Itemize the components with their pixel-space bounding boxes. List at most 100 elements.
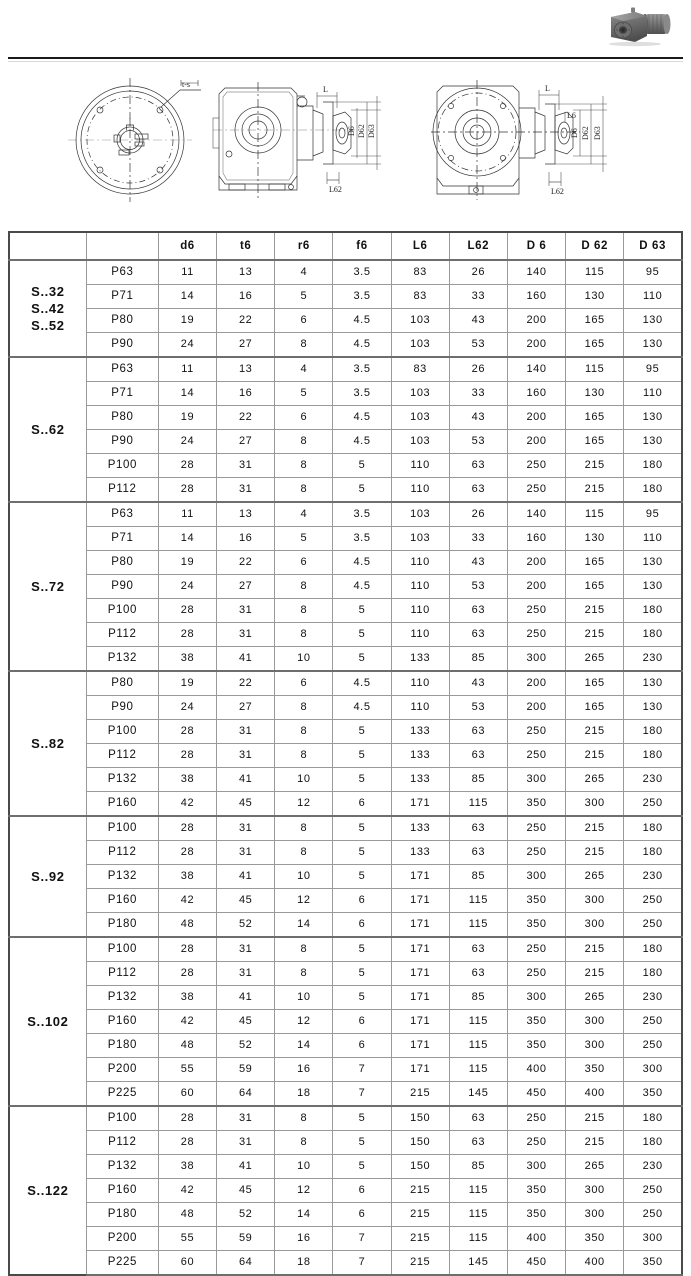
table-row: S..82 P80 19 22 6 4.5 110 43 200 165 130 [8,670,683,817]
value-cell-D62: 115 [565,501,625,527]
value-cell-L6: 133 [390,743,450,768]
value-cell-D6: 450 [506,1250,567,1276]
value-cell-L62: 53 [448,332,508,358]
table-row: P160 42 45 12 6 171 115 350 300 250 [9,1009,683,1034]
value-cell-t6: 41 [216,1154,276,1179]
value-cell-r6: 8 [274,598,334,623]
column-header-L6: L6 [390,231,450,261]
table-header: d6 t6 r6 f6 L6 L62 D 6 D 62 D 63 [8,231,683,261]
table-row: S..122 P100 28 31 8 5 150 63 250 215 180 [8,1105,683,1276]
value-cell-D63: 250 [623,791,683,817]
value-cell-d6: 38 [157,985,218,1010]
group-label: S..102 [27,1014,69,1029]
value-cell-f6: 5 [332,477,392,503]
value-cell-r6: 8 [274,719,334,744]
value-cell-L62: 26 [448,356,508,382]
value-cell-d6: 11 [157,259,218,285]
value-cell-d6: 11 [157,501,218,527]
table-row: P225 60 64 18 7 215 145 450 400 350 [9,1250,683,1276]
value-cell-L6: 133 [390,719,450,744]
value-cell-L62: 33 [448,284,508,309]
value-cell-D62: 350 [565,1057,625,1082]
value-cell-L62: 145 [448,1250,508,1276]
value-cell-D6: 350 [506,1178,567,1203]
value-cell-r6: 8 [274,743,334,768]
value-cell-D62: 400 [565,1081,625,1107]
value-cell-r6: 8 [274,695,334,720]
table-row: P132 38 41 10 5 171 85 300 265 230 [9,864,683,889]
value-cell-L62: 43 [448,550,508,575]
table-row: P71 14 16 5 3.5 103 33 160 130 110 [9,526,683,551]
value-cell-D6: 140 [506,501,567,527]
value-cell-L62: 85 [448,985,508,1010]
column-header-D6: D 6 [506,231,567,261]
value-cell-f6: 3.5 [332,284,392,309]
value-cell-f6: 3.5 [332,259,392,285]
group-label-cell: S..82 [8,670,87,817]
model-cell: P225 [85,1250,159,1276]
value-cell-f6: 6 [332,791,392,817]
value-cell-D62: 165 [565,308,625,333]
value-cell-f6: 7 [332,1081,392,1107]
value-cell-D62: 215 [565,961,625,986]
value-cell-d6: 11 [157,356,218,382]
value-cell-L6: 103 [390,405,450,430]
value-cell-L62: 115 [448,791,508,817]
value-cell-D63: 230 [623,646,683,672]
table-row: S..102 P100 28 31 8 5 171 63 250 215 180 [8,936,683,1107]
value-cell-L62: 43 [448,405,508,430]
value-cell-D63: 250 [623,912,683,938]
group-label: S..42 [31,301,65,316]
model-cell: P100 [85,719,159,744]
model-cell: P71 [85,526,159,551]
dimension-label-L62: L62 [551,187,564,196]
model-cell: P112 [85,622,159,647]
value-cell-d6: 24 [157,332,218,358]
value-cell-f6: 3.5 [332,501,392,527]
value-cell-L6: 103 [390,526,450,551]
value-cell-t6: 59 [216,1226,276,1251]
model-cell: P80 [85,308,159,333]
value-cell-L62: 43 [448,308,508,333]
value-cell-D6: 300 [506,1154,567,1179]
table-row: P71 14 16 5 3.5 83 33 160 130 110 [9,284,683,309]
model-cell: P63 [85,501,159,527]
table-row: P90 24 27 8 4.5 103 53 200 165 130 [9,332,683,358]
value-cell-r6: 4 [274,356,334,382]
value-cell-L6: 171 [390,888,450,913]
value-cell-t6: 45 [216,791,276,817]
value-cell-f6: 6 [332,912,392,938]
value-cell-f6: 5 [332,719,392,744]
value-cell-L62: 85 [448,864,508,889]
table-row: P200 55 59 16 7 171 115 400 350 300 [9,1057,683,1082]
value-cell-D62: 300 [565,888,625,913]
value-cell-f6: 5 [332,622,392,647]
value-cell-D62: 265 [565,1154,625,1179]
value-cell-d6: 48 [157,1202,218,1227]
value-cell-L6: 171 [390,1057,450,1082]
value-cell-f6: 5 [332,646,392,672]
gearbox-side-view-square-flange-drawing: L D6 D62 D63 L62 [212,82,381,198]
model-cell: P132 [85,985,159,1010]
value-cell-D62: 300 [565,912,625,938]
model-cell: P160 [85,1178,159,1203]
value-cell-L62: 85 [448,1154,508,1179]
value-cell-D62: 215 [565,1105,625,1131]
value-cell-d6: 48 [157,912,218,938]
value-cell-L6: 133 [390,767,450,792]
value-cell-D62: 165 [565,405,625,430]
value-cell-r6: 4 [274,501,334,527]
value-cell-D6: 200 [506,429,567,454]
value-cell-D6: 200 [506,695,567,720]
model-cell: P132 [85,864,159,889]
value-cell-t6: 16 [216,381,276,406]
value-cell-f6: 5 [332,961,392,986]
gearbox-side-view-round-flange-drawing: L L6 D6 D62 D63 L62 [431,80,607,200]
value-cell-L6: 110 [390,670,450,696]
value-cell-t6: 59 [216,1057,276,1082]
value-cell-L62: 26 [448,501,508,527]
value-cell-r6: 8 [274,332,334,358]
model-cell: P180 [85,1202,159,1227]
value-cell-d6: 55 [157,1057,218,1082]
value-cell-L6: 171 [390,1009,450,1034]
